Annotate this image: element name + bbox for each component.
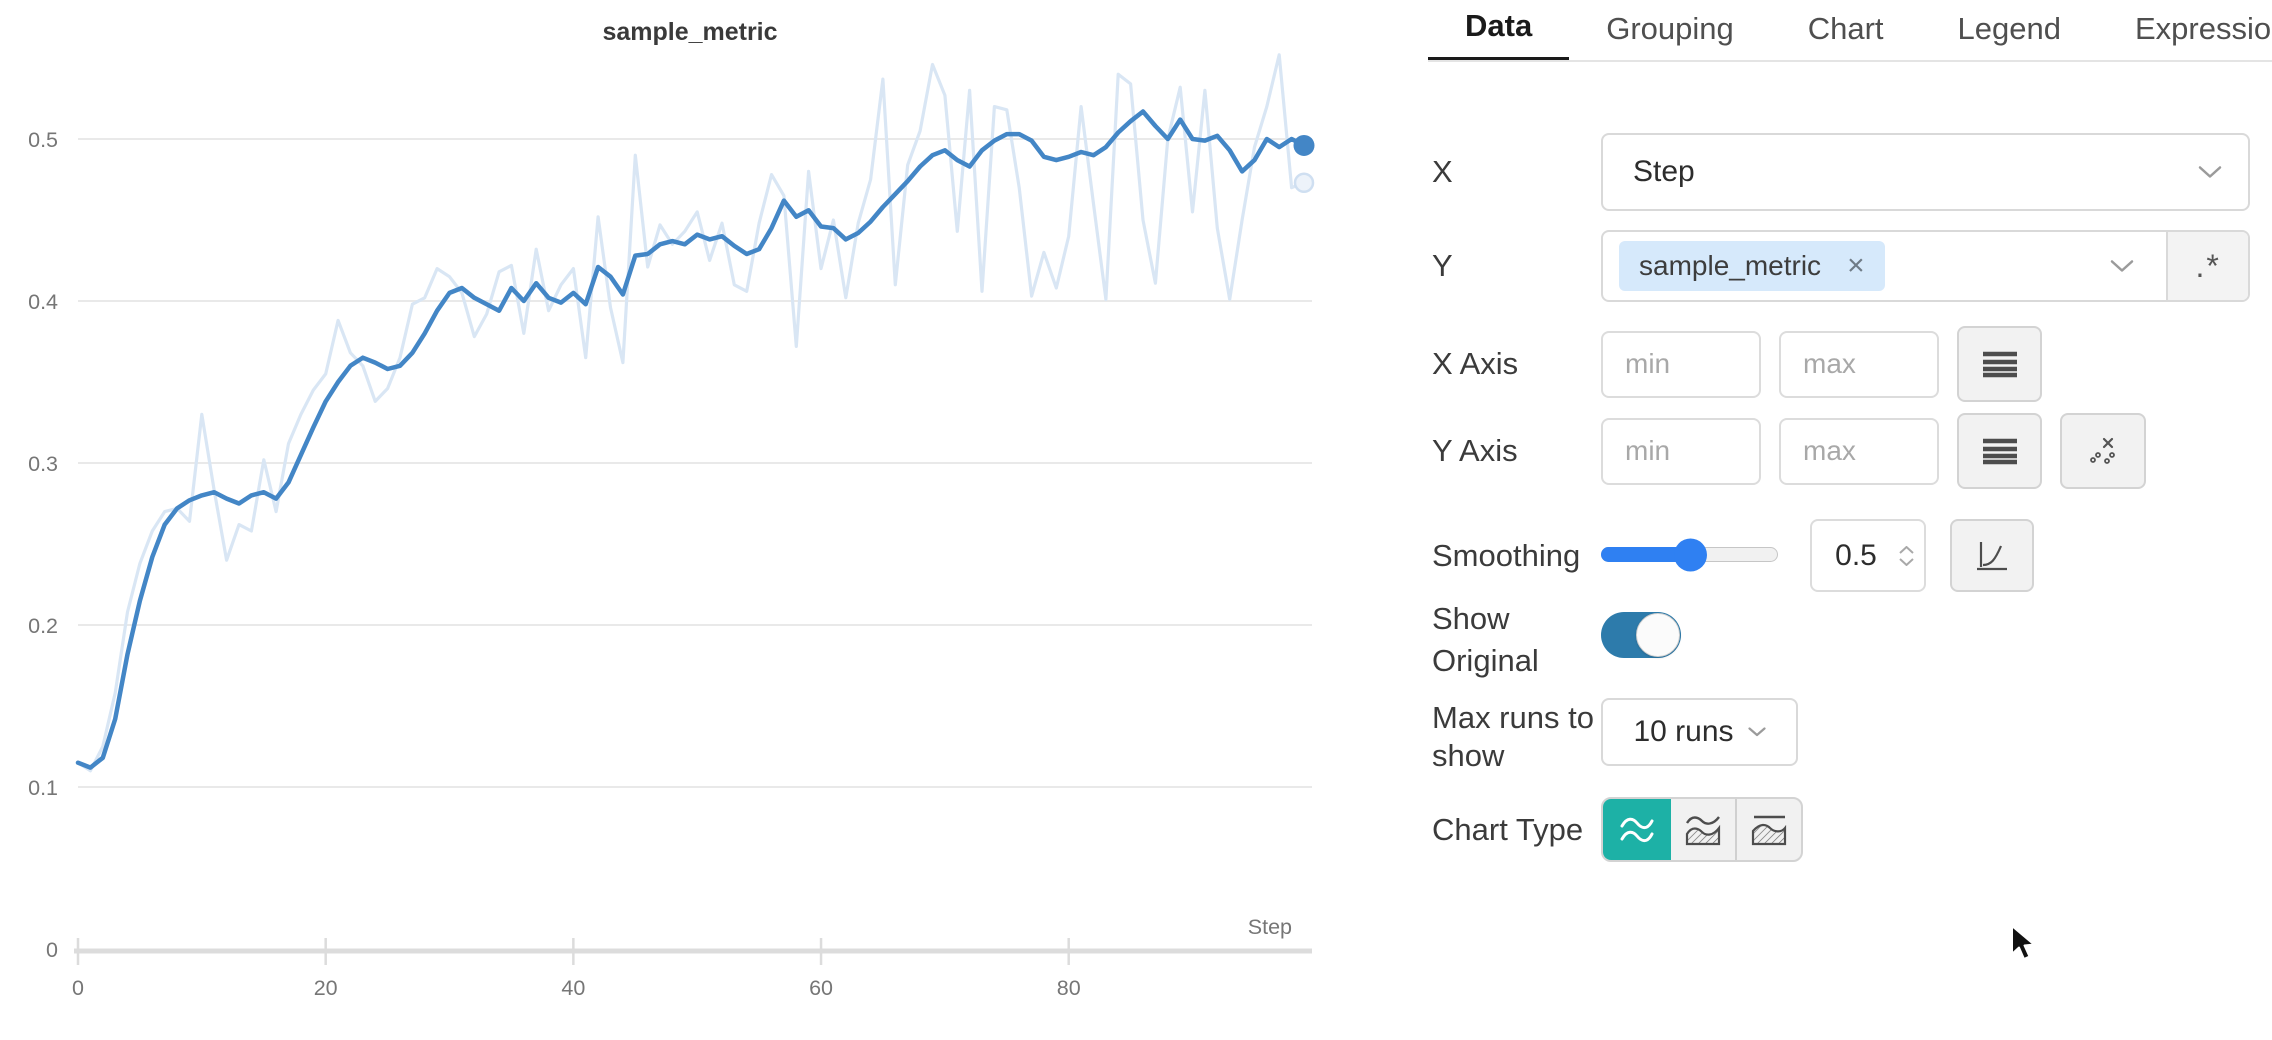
chart-settings-panel: Data Grouping Chart Legend Expressions X… [1428, 0, 2272, 1040]
gridlines: 0 0.1 0.2 0.3 0.4 0.5 [28, 128, 1312, 962]
smoothed-end-dot [1293, 134, 1315, 156]
smoothing-stepper[interactable] [1899, 545, 1914, 566]
chevron-down-icon [2198, 166, 2222, 178]
y-tick-label: 0.5 [28, 128, 58, 152]
max-runs-label: Max runs to show [1432, 700, 1594, 773]
ignore-outliers-button[interactable] [2060, 413, 2146, 489]
y-field-label: Y [1432, 248, 1453, 283]
show-original-label: Show Original [1432, 601, 1539, 678]
chart-title: sample_metric [602, 18, 777, 46]
log-scale-icon [1982, 438, 2017, 465]
x-tick-label: 60 [809, 976, 833, 1000]
tab-chart[interactable]: Chart [1807, 11, 1884, 46]
chevron-down-icon [2111, 260, 2134, 272]
settings-tab-bar: Data Grouping Chart Legend Expressions [1428, 0, 2272, 62]
smoothing-slider[interactable] [1601, 538, 1778, 571]
mouse-cursor [2011, 925, 2035, 960]
remove-metric-icon[interactable]: × [1847, 249, 1865, 282]
stepper-up-icon[interactable] [1899, 545, 1914, 554]
smoothing-label: Smoothing [1432, 538, 1581, 573]
y-tick-label: 0.3 [28, 452, 58, 476]
smoothing-value-input[interactable] [1812, 521, 1924, 590]
smoothed-line [75, 109, 1307, 770]
x-field-value: Step [1633, 155, 1695, 188]
metric-chart[interactable]: sample_metric 0 0.1 0.2 0.3 0.4 0.5 0 20 40 60 80… [0, 0, 1420, 1040]
original-end-dot [1293, 172, 1315, 193]
y-axis-min-input[interactable] [1601, 417, 1761, 485]
log-scale-icon [1982, 351, 2017, 378]
outliers-icon [2090, 437, 2115, 464]
x-tick-label: 40 [561, 976, 585, 1000]
tab-expressions[interactable]: Expressions [2135, 11, 2272, 46]
y-axis-range-label: Y Axis [1432, 433, 1518, 468]
x-axis-label: Step [1248, 915, 1292, 939]
x-field-label: X [1432, 154, 1453, 189]
slider-fill [1601, 547, 1690, 562]
tab-grouping[interactable]: Grouping [1606, 11, 1734, 46]
x-axis-max-input[interactable] [1779, 330, 1939, 398]
smoothing-curve-icon [1977, 541, 2007, 570]
y-metric-tag[interactable]: sample_metric × [1619, 241, 1885, 291]
max-runs-value: 10 runs [1633, 715, 1734, 748]
x-axis: 0 20 40 60 80 [72, 938, 1312, 1000]
chart-type-band-button[interactable] [1735, 799, 1801, 860]
line-plot-icon [1620, 817, 1654, 842]
regex-filter-button[interactable]: .* [2166, 232, 2248, 300]
tab-data[interactable]: Data [1428, 8, 1570, 60]
chart-type-area-button[interactable] [1671, 799, 1735, 860]
chart-type-line-button[interactable] [1603, 799, 1671, 860]
y-axis-max-input[interactable] [1779, 417, 1939, 485]
area-plot-icon [1685, 815, 1721, 845]
y-field-select[interactable]: sample_metric × [1603, 232, 2166, 300]
chart-type-group [1601, 797, 1803, 862]
stepper-down-icon[interactable] [1899, 557, 1914, 566]
y-tick-label: 0.2 [28, 614, 58, 638]
max-runs-select[interactable]: 10 runs [1601, 698, 1798, 766]
x-axis-min-input[interactable] [1601, 330, 1761, 398]
slider-knob[interactable] [1673, 538, 1707, 571]
chevron-down-icon [1747, 727, 1766, 737]
x-axis-range-label: X Axis [1432, 346, 1519, 381]
x-tick-label: 80 [1057, 976, 1081, 1000]
toggle-knob [1636, 613, 1680, 657]
tab-legend[interactable]: Legend [1957, 11, 2061, 46]
y-tick-label: 0.1 [28, 776, 58, 800]
y-axis-log-scale-button[interactable] [1957, 413, 2042, 489]
x-field-select[interactable]: Step [1601, 133, 2250, 211]
x-tick-label: 20 [314, 976, 338, 1000]
smoothing-type-button[interactable] [1950, 519, 2034, 592]
y-tick-label: 0.4 [28, 290, 58, 314]
chart-series [75, 53, 1315, 773]
y-metric-tag-label: sample_metric [1639, 250, 1822, 281]
smoothing-value-box [1810, 519, 1926, 592]
band-plot-icon [1751, 815, 1787, 845]
x-axis-log-scale-button[interactable] [1957, 326, 2042, 402]
x-tick-label: 0 [72, 976, 84, 1000]
chart-type-label: Chart Type [1432, 812, 1584, 847]
show-original-toggle[interactable] [1601, 612, 1681, 658]
y-tick-label: 0 [46, 938, 58, 962]
original-line [77, 53, 1305, 773]
